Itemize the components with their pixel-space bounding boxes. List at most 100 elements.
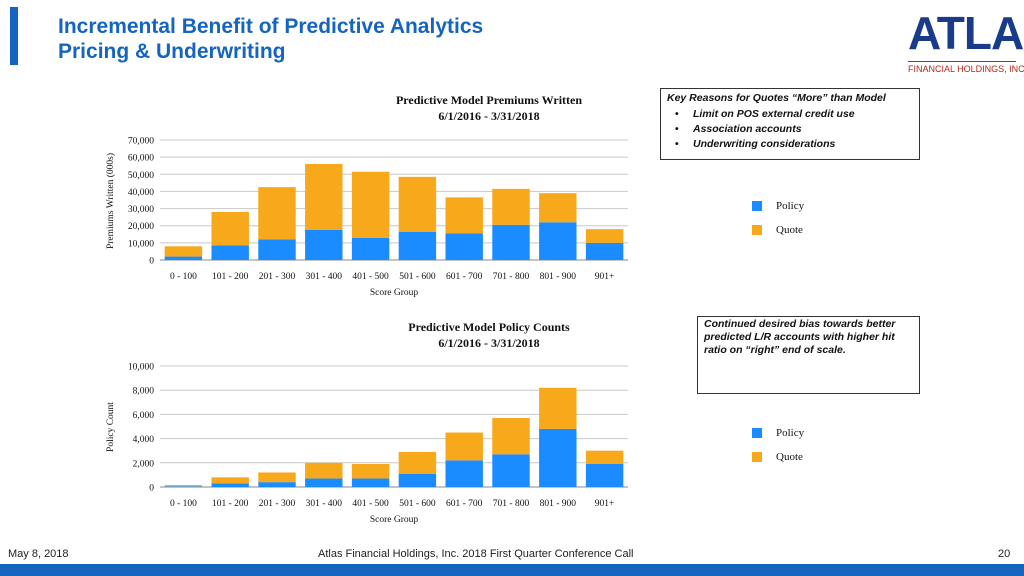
quote-swatch: [752, 225, 762, 235]
chart2-bar-quote: [164, 485, 203, 487]
chart1-bar-quote: [445, 197, 483, 234]
chart2-x-tick-label: 701 - 800: [493, 499, 530, 509]
chart1-subtitle: 6/1/2016 - 3/31/2018: [438, 109, 539, 123]
chart2-y-tick-label: 2,000: [133, 459, 155, 469]
chart1-bar-policy: [492, 224, 530, 260]
chart1-x-tick-label: 0 - 100: [170, 272, 197, 282]
chart1-bar-quote: [351, 171, 390, 238]
chart2-y-tick-label: 6,000: [133, 411, 155, 421]
chart1-x-tick-label: 601 - 700: [446, 272, 483, 282]
list-item: Association accounts: [675, 122, 913, 137]
chart2-legend-policy: Policy: [752, 427, 804, 439]
chart2-bar-policy: [539, 428, 577, 487]
chart2-bar-policy: [164, 486, 203, 487]
legend-label: Policy: [776, 427, 805, 439]
chart2-x-tick-labels: 0 - 100 101 - 200 201 - 300 301 - 400 401 - …: [170, 499, 614, 509]
footer-bar: [0, 564, 1024, 576]
chart1-x-axis-label: Score Group: [370, 288, 419, 298]
bias-note: Continued desired bias towards better pr…: [697, 316, 920, 394]
list-item: Underwriting considerations: [675, 137, 913, 152]
chart1-y-tick-label: 60,000: [128, 154, 154, 164]
chart2-y-tick-label: 0: [149, 484, 154, 494]
chart2-bar-policy: [398, 473, 437, 487]
logo-text: ATLAS: [908, 7, 1024, 59]
list-item: Limit on POS external credit use: [675, 107, 913, 122]
chart1-y-tick-label: 10,000: [128, 239, 154, 249]
chart2-x-tick-label: 201 - 300: [259, 499, 296, 509]
chart1-y-tick-labels: 0 10,000 20,000 30,000 40,000 50,000 60,000 70,…: [128, 137, 154, 267]
logo-rule: [908, 61, 1016, 62]
chart1-x-tick-label: 101 - 200: [212, 272, 249, 282]
page-number: 20: [998, 548, 1011, 560]
chart2-bar-quote: [585, 450, 624, 465]
chart1-bar-quote: [305, 164, 343, 230]
chart1-y-axis-label: Premiums Written (000s): [105, 153, 116, 249]
chart1-legend-quote: Quote: [752, 224, 803, 236]
chart2-y-axis-label: Policy Count: [106, 402, 116, 452]
page-title: Incremental Benefit of Predictive Analyt…: [58, 14, 483, 64]
chart1-x-tick-label: 801 - 900: [540, 272, 577, 282]
bias-note-text: Continued desired bias towards better pr…: [704, 318, 896, 356]
chart2-bar-policy: [305, 478, 343, 487]
chart1-bar-quote: [585, 229, 624, 243]
chart1-bar-policy: [258, 239, 296, 260]
chart2-bar-policy: [258, 482, 296, 487]
chart2-bar-quote: [398, 451, 437, 474]
chart1-x-tick-label: 201 - 300: [259, 272, 296, 282]
chart2-y-tick-label: 10,000: [128, 363, 154, 373]
chart2-x-axis-label: Score Group: [370, 515, 419, 525]
title-line-2: Pricing & Underwriting: [58, 40, 286, 63]
chart2-bar-quote: [492, 418, 530, 455]
footer-date: May 8, 2018: [8, 548, 69, 560]
chart2-x-tick-label: 501 - 600: [399, 499, 436, 509]
header-accent-bar: [10, 7, 18, 65]
policy-swatch: [752, 201, 762, 211]
chart1-x-tick-label: 301 - 400: [306, 272, 343, 282]
chart2-bar-policy: [351, 478, 390, 487]
chart2-bar-quote: [258, 472, 296, 483]
chart1-y-tick-label: 40,000: [128, 188, 154, 198]
chart1-bar-policy: [539, 222, 577, 260]
key-reasons-note: Key Reasons for Quotes “More” than Model…: [660, 88, 920, 160]
chart1-x-tick-label: 501 - 600: [399, 272, 436, 282]
chart1-y-tick-label: 30,000: [128, 205, 154, 215]
chart1-y-tick-label: 70,000: [128, 137, 154, 147]
chart1-bar-quote: [164, 246, 203, 257]
chart2-bar-policy: [445, 460, 483, 487]
chart2-x-tick-label: 801 - 900: [540, 499, 577, 509]
chart1-x-tick-labels: 0 - 100 101 - 200 201 - 300 301 - 400 401 - …: [170, 272, 614, 282]
chart2-title: Predictive Model Policy Counts: [408, 320, 570, 334]
chart1-x-tick-label: 701 - 800: [493, 272, 530, 282]
chart1-bar-policy: [211, 245, 249, 260]
chart2-subtitle: 6/1/2016 - 3/31/2018: [438, 336, 539, 350]
chart1-y-tick-label: 50,000: [128, 171, 154, 181]
chart1-x-tick-label: 901+: [595, 272, 615, 282]
chart2-bar-quote: [445, 432, 483, 461]
chart2-bar-quote: [351, 464, 390, 479]
chart1-bar-quote: [539, 193, 577, 223]
chart2-x-tick-label: 401 - 500: [352, 499, 389, 509]
key-reasons-header: Key Reasons for Quotes “More” than Model: [667, 92, 886, 104]
quote-swatch: [752, 452, 762, 462]
chart1-bar-quote: [398, 176, 437, 232]
footer-title: Atlas Financial Holdings, Inc. 2018 Firs…: [318, 548, 634, 560]
chart2-x-tick-label: 601 - 700: [446, 499, 483, 509]
company-logo: ATLAS FINANCIAL HOLDINGS, INC.: [906, 6, 1024, 78]
logo-subtext: FINANCIAL HOLDINGS, INC.: [908, 64, 1024, 74]
policy-swatch: [752, 428, 762, 438]
chart1-bars: [164, 164, 624, 260]
chart2-y-tick-label: 8,000: [133, 387, 155, 397]
chart1-bar-quote: [258, 187, 296, 240]
chart2-bar-quote: [211, 477, 249, 484]
chart1-bar-quote: [211, 212, 249, 246]
title-line-1: Incremental Benefit of Predictive Analyt…: [58, 15, 484, 38]
chart2-bar-quote: [539, 387, 577, 429]
chart1-x-tick-label: 401 - 500: [352, 272, 389, 282]
chart2-bar-policy: [585, 464, 624, 487]
chart2-y-tick-labels: 0 2,000 4,000 6,000 8,000 10,000: [128, 363, 154, 494]
chart1-bar-quote: [492, 188, 530, 225]
chart1-y-tick-label: 0: [149, 257, 154, 267]
chart2-x-tick-label: 301 - 400: [306, 499, 343, 509]
